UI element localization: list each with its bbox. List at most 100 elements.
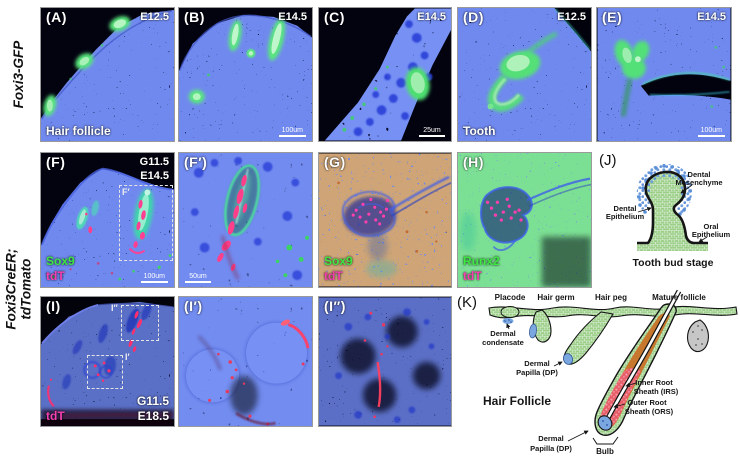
mesenchyme-arrow: [680, 184, 693, 194]
panel-f-prime-micrograph: [179, 153, 312, 287]
panel-letter: (A): [46, 9, 67, 25]
panel-h-micrograph: [458, 153, 591, 287]
panel-letter: (C): [324, 9, 345, 25]
stage-label: E14.5: [278, 11, 307, 23]
panel-letter: (I′): [184, 298, 203, 314]
panel-g: (G) Sox9 tdT: [318, 152, 452, 288]
stage-label: E12.5: [140, 11, 169, 23]
label-oral-epithelium-1: Oral: [703, 222, 718, 231]
marker-labels: Sox9 tdT: [46, 254, 75, 284]
marker-labels: Runx2 tdT: [463, 254, 500, 284]
label-dermal-condensate-1: Dermal: [490, 329, 515, 338]
tooth-bud-stage-caption: Tooth bud stage: [633, 257, 714, 269]
hair-shaft: [605, 290, 681, 421]
row-label-line2: tdTomato: [19, 259, 34, 320]
row-label-line1: Foxi3CreER;: [3, 248, 19, 331]
panel-e-micrograph: [597, 8, 731, 141]
tissue-caption: Tooth: [463, 124, 496, 138]
sebaceous-gland-shape: [686, 319, 709, 353]
diagram-hair-follicle: Placode Hair germ Hair peg Mature follic…: [455, 288, 740, 459]
label-dental-epithelium-1: Dental: [614, 204, 637, 213]
scale-bar: 50um: [185, 273, 211, 283]
tissue-caption: Hair follicle: [46, 124, 111, 138]
stage-label: G11.5 E14.5: [140, 155, 169, 184]
stage-line1: G11.5: [136, 394, 169, 409]
stage-label: E14.5: [697, 11, 726, 23]
label-dental-epithelium-2: Epithelium: [606, 212, 645, 221]
panel-letter: (F′): [184, 154, 208, 170]
panel-letter: (I): [46, 298, 61, 314]
epidermis-strip: [488, 305, 738, 319]
panel-letter: (F): [46, 154, 66, 170]
panel-f: F′ (F) G11.5 E14.5 Sox9 tdT 100um: [40, 152, 175, 288]
irs-arrow: [625, 382, 637, 388]
inset-box-label-top: I″: [111, 303, 118, 313]
stage-label: G11.5 E18.5: [137, 394, 169, 423]
panel-b: (B) E14.5 100um: [178, 7, 313, 142]
stage-line2: E18.5: [137, 408, 169, 423]
dermal-papilla-upper-arrow: [553, 361, 563, 367]
label-ors-1: Outer Root: [627, 398, 667, 407]
panel-d-micrograph: [458, 8, 591, 141]
dermal-condensate-arrow: [506, 323, 511, 330]
marker-labels: Sox9 tdT: [324, 254, 353, 284]
bulb-bracket: [592, 436, 619, 445]
panel-f-micrograph: [41, 153, 174, 287]
red-marker-label: tdT: [46, 269, 65, 283]
label-dermal-papilla-upper-1: Dermal: [524, 359, 549, 368]
panel-a-micrograph: [41, 8, 174, 141]
panel-i-double-prime-micrograph: [319, 297, 451, 426]
panel-i-prime-micrograph: [179, 297, 312, 426]
panel-a: (A) E12.5 Hair follicle: [40, 7, 175, 142]
panel-i-prime: (I′): [178, 296, 313, 427]
placode-shape: [500, 306, 520, 324]
label-dermal-papilla-lower-1: Dermal: [538, 434, 563, 443]
panel-letter: (J): [599, 152, 617, 169]
oral-epithelium-arrow: [698, 236, 708, 243]
panel-i-micrograph: [41, 297, 174, 426]
scale-bar: 100um: [140, 273, 168, 283]
panel-letter: (E): [602, 9, 623, 25]
inset-box-f-prime: [119, 185, 173, 261]
hair-follicle-title: Hair Follicle: [483, 394, 551, 408]
label-dental-mesenchyme-1: Dental: [688, 170, 711, 179]
inset-box-i-prime: [87, 355, 123, 389]
stage-line1: G11.5: [139, 156, 169, 168]
panel-f-prime: (F′) 50um: [178, 152, 313, 288]
panel-h: (H) Runx2 tdT: [457, 152, 592, 288]
marker-labels: tdT: [46, 409, 65, 424]
panel-e: (E) E14.5 100um: [596, 7, 732, 142]
scale-bar: 25um: [419, 127, 445, 137]
panel-letter: (I″): [324, 298, 346, 314]
stage-label-hair-germ: Hair germ: [537, 293, 574, 302]
row-label-foxi3-gfp: Foxi3-GFP: [0, 7, 38, 142]
panel-letter: (G): [324, 154, 346, 170]
red-marker-label: tdT: [463, 269, 482, 283]
stage-label-placode: Placode: [495, 293, 526, 302]
inset-box-label: F′: [122, 187, 130, 197]
mature-follicle-shape: [594, 289, 709, 436]
scale-bar: 100um: [278, 127, 306, 137]
panel-letter: (B): [184, 9, 205, 25]
label-oral-epithelium-2: Epithelium: [692, 230, 731, 239]
green-marker-label: Sox9: [46, 254, 75, 268]
panel-letter: (K): [457, 294, 477, 311]
inset-box-label-mid: I′: [125, 352, 130, 362]
hair-follicle-schematic: Placode Hair germ Hair peg Mature follic…: [482, 289, 738, 456]
panel-i: I″ I′ (I) tdT G11.5 E18.5: [40, 296, 175, 427]
red-marker-label: tdT: [324, 269, 343, 283]
stage-label-hair-peg: Hair peg: [595, 293, 627, 302]
hair-germ-shape: [529, 309, 552, 343]
panel-c: (C) E14.5 25um: [318, 7, 452, 142]
panel-b-micrograph: [179, 8, 312, 141]
label-ors-2: Sheath (ORS): [625, 407, 674, 416]
panel-c-micrograph: [319, 8, 451, 141]
dermal-papilla-lower-arrow: [567, 430, 589, 442]
panel-g-micrograph: [319, 153, 451, 287]
inset-box-i-double-prime: [121, 305, 159, 341]
label-dermal-papilla-upper-2: Papilla (DP): [516, 368, 558, 377]
label-dermal-condensate-2: condensate: [482, 338, 524, 347]
epithelium-arrow: [637, 206, 652, 213]
red-marker-label: tdT: [46, 409, 65, 423]
